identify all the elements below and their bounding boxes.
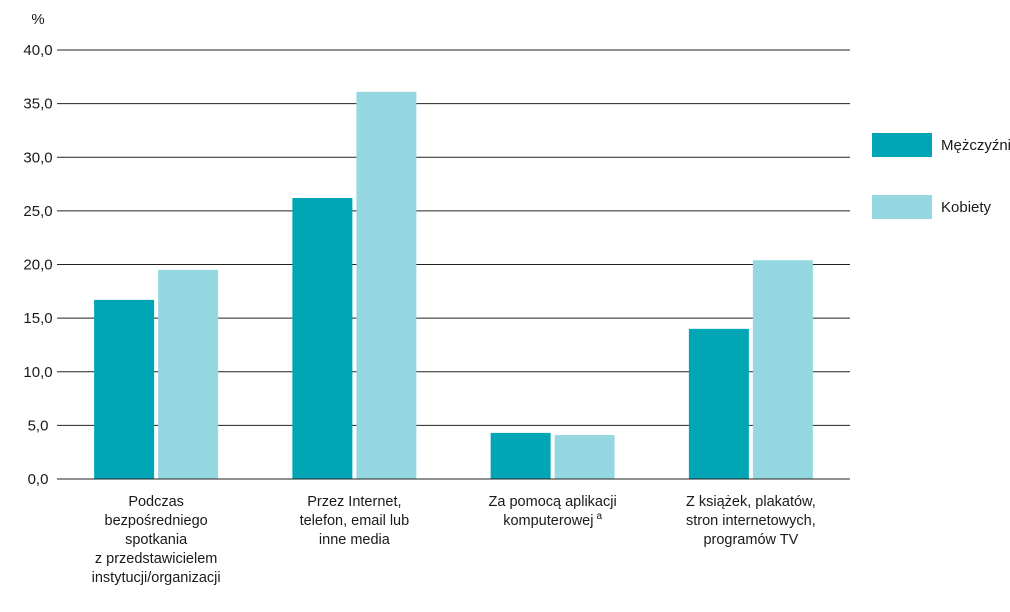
y-tick-label: 25,0 (23, 203, 52, 220)
y-tick-label: 30,0 (23, 149, 52, 166)
legend-label-women: Kobiety (941, 199, 992, 216)
x-category-label: Przez Internet, telefon, email lub inne me… (300, 494, 410, 548)
x-category-label: Z książek, plakatów, stron internetowych,… (686, 494, 816, 548)
y-tick-label: 35,0 (23, 96, 52, 113)
bar-men-2 (491, 433, 551, 479)
bar-men-3 (689, 329, 749, 479)
y-axis-unit-label: % (31, 11, 44, 28)
legend-swatch-women (872, 195, 932, 219)
bar-women-1 (356, 92, 416, 479)
legend: Mężczyźni Kobiety (872, 133, 1010, 219)
y-tick-label: 40,0 (23, 42, 52, 59)
x-category-label: Za pomocą aplikacji komputerowej a (489, 494, 617, 529)
footnote-marker: a (596, 511, 602, 522)
bar-women-2 (555, 435, 615, 479)
y-tick-label: 15,0 (23, 310, 52, 327)
legend-swatch-men (872, 133, 932, 157)
y-tick-label: 10,0 (23, 364, 52, 381)
legend-label-men: Mężczyźni (941, 137, 1010, 154)
bars (57, 92, 850, 479)
bar-men-0 (94, 300, 154, 479)
x-axis-category-labels: Podczas bezpośredniego spotkania z przedsta… (92, 494, 816, 586)
y-tick-label: 20,0 (23, 257, 52, 274)
y-tick-label: 0,0 (28, 471, 49, 488)
y-tick-label: 5,0 (28, 417, 49, 434)
y-axis-ticks: 0,0 5,0 10,0 15,0 20,0 25,0 30,0 35,0 40,0 (23, 42, 52, 488)
x-category-label: Podczas bezpośredniego spotkania z przedsta… (92, 494, 221, 586)
bar-men-1 (292, 198, 352, 479)
bar-women-3 (753, 260, 813, 479)
bar-women-0 (158, 270, 218, 479)
